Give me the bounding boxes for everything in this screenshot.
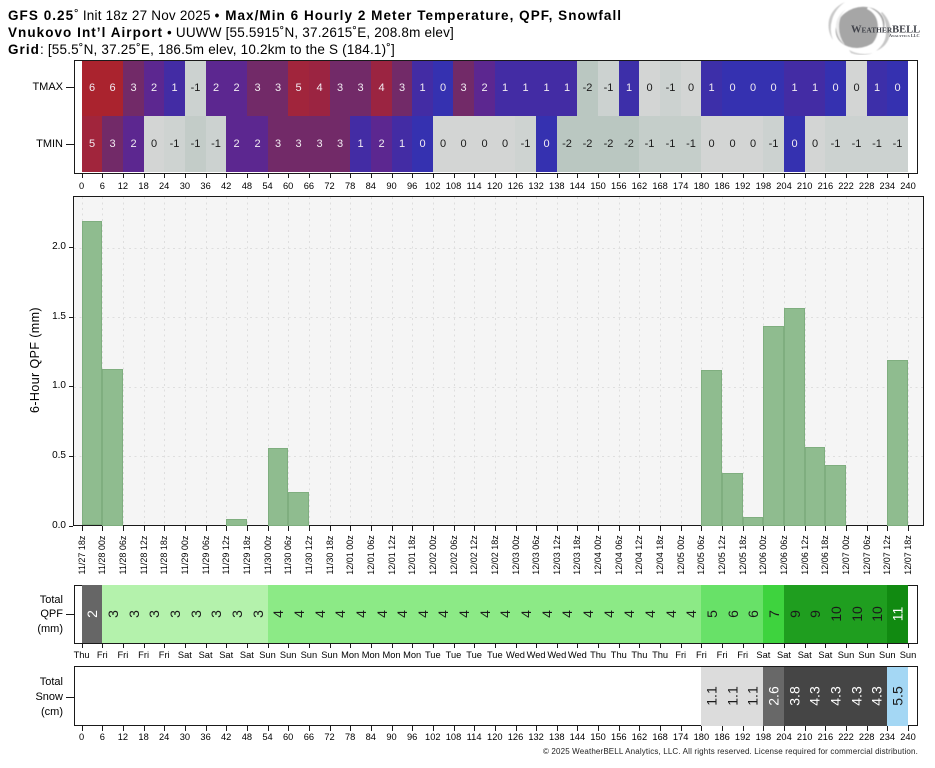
svg-text:ANALYTICS LLC: ANALYTICS LLC [889, 33, 919, 38]
svg-text:WEATHERBELL: WEATHERBELL [851, 25, 920, 36]
